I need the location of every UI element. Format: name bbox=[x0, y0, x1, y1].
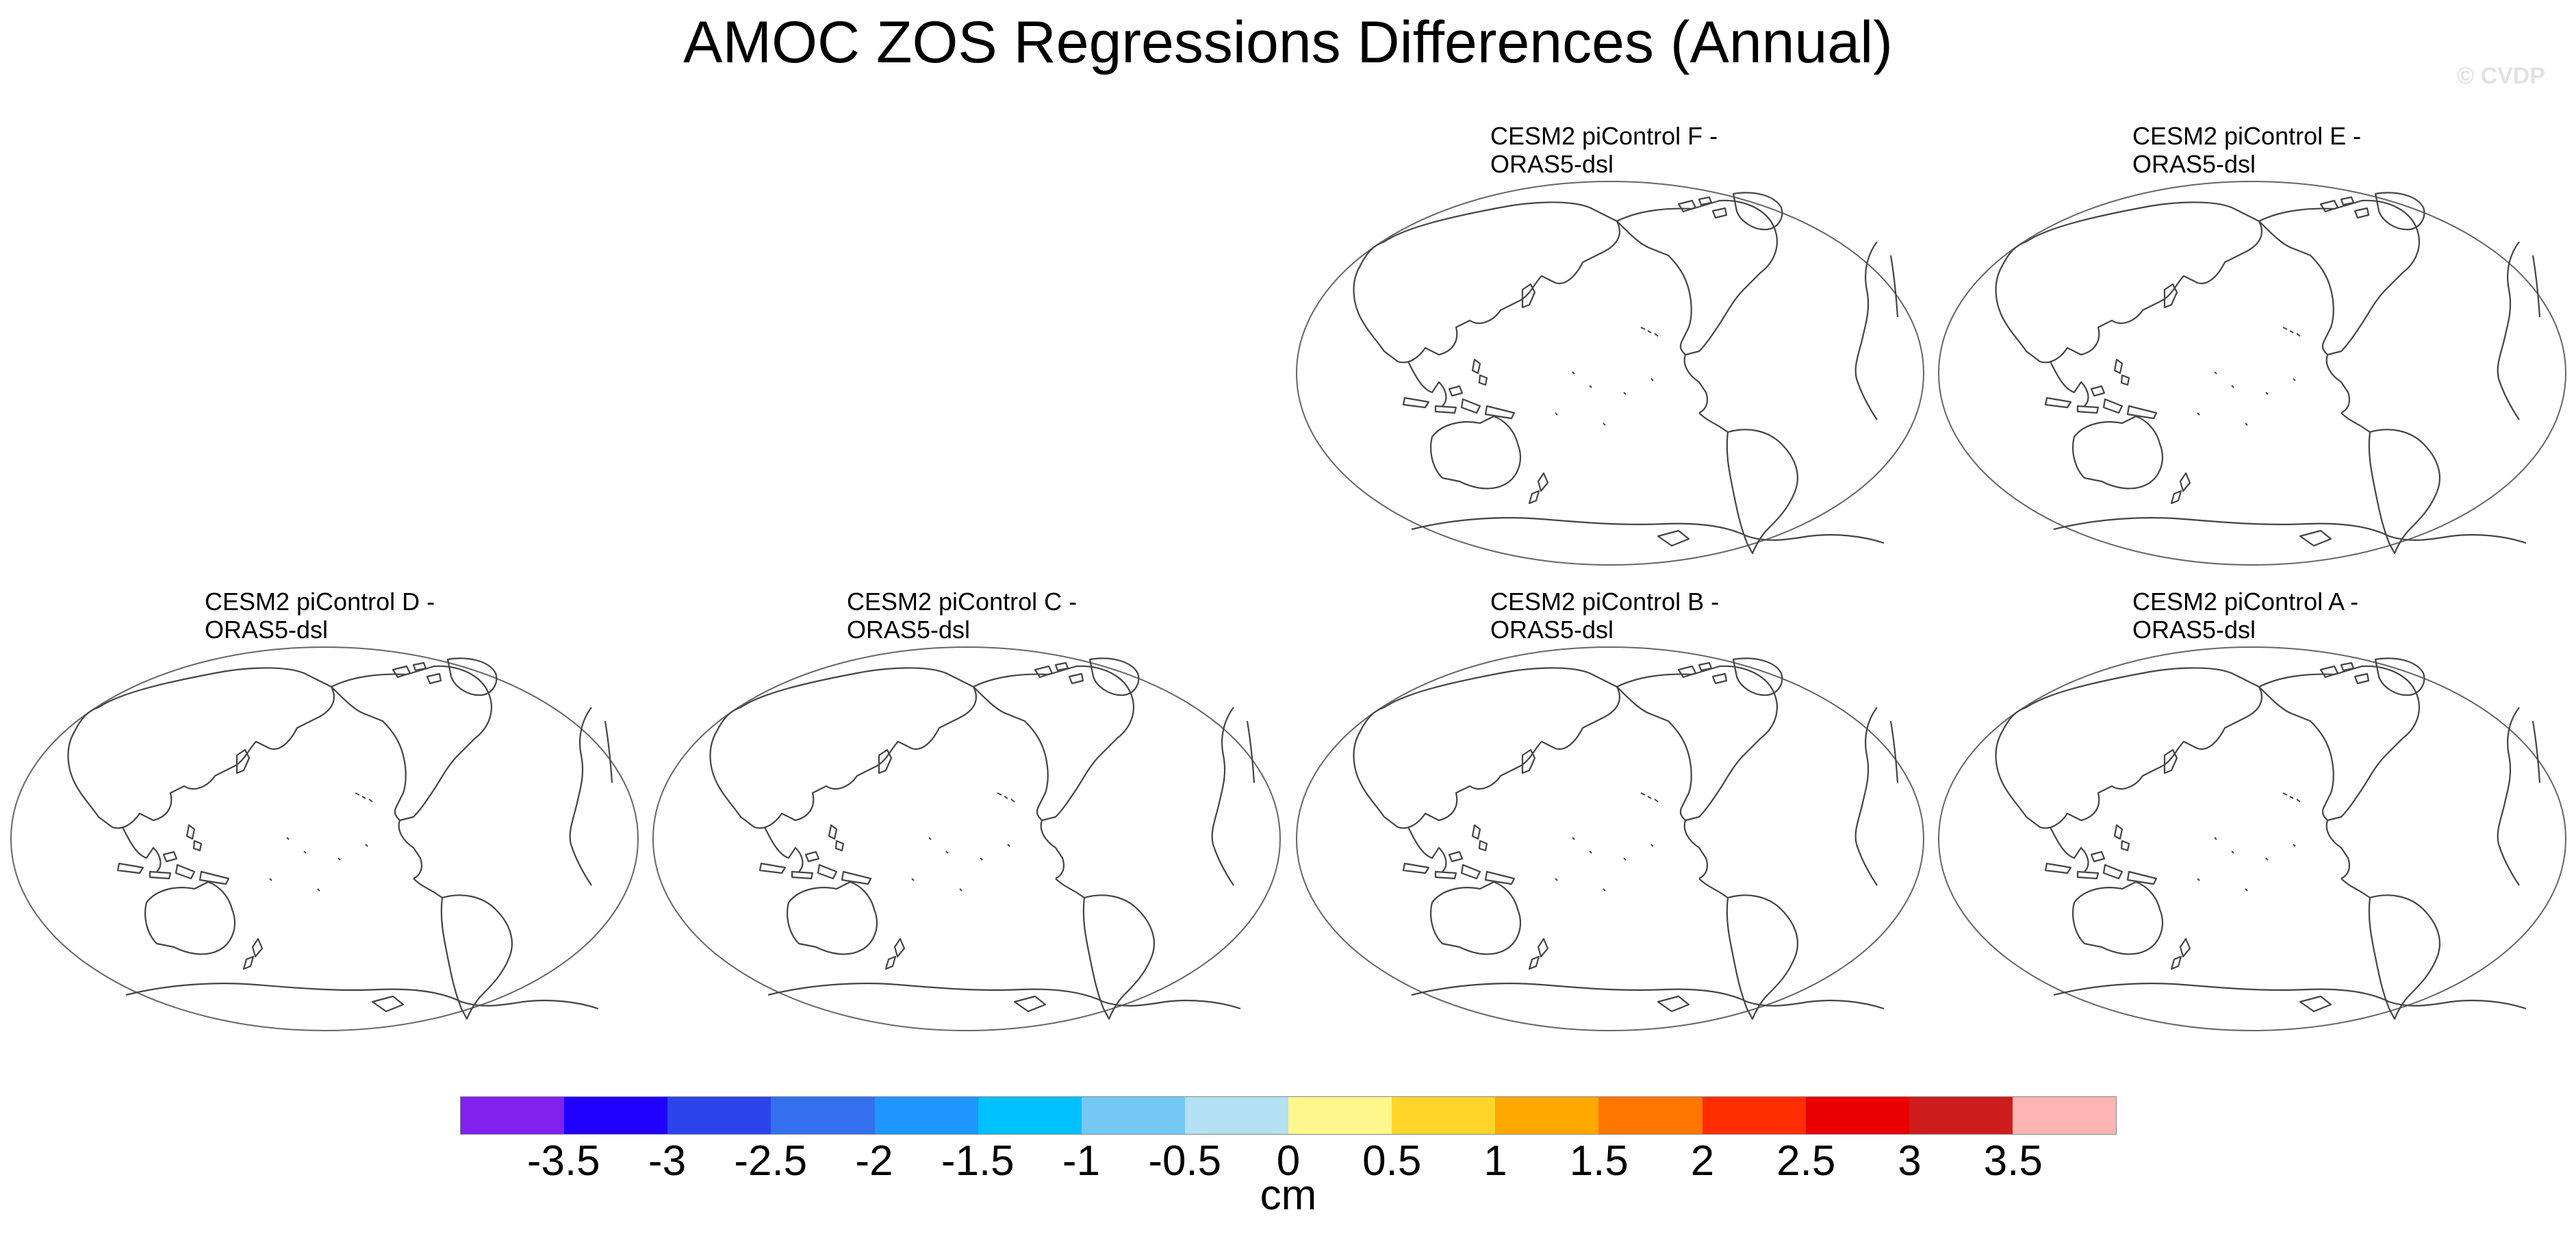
colorbar-swatch bbox=[667, 1097, 771, 1134]
colorbar-tick-label: -0.5 bbox=[1148, 1137, 1222, 1185]
world-map bbox=[1295, 180, 1925, 566]
colorbar-swatch bbox=[1805, 1097, 1909, 1134]
colorbar-swatch bbox=[1081, 1097, 1185, 1134]
colorbar-swatch bbox=[564, 1097, 668, 1134]
colorbar-swatch bbox=[1702, 1097, 1806, 1134]
colorbar-swatch bbox=[1495, 1097, 1599, 1134]
figure-title: AMOC ZOS Regressions Differences (Annual… bbox=[683, 10, 1893, 75]
colorbar-units: cm bbox=[1260, 1172, 1317, 1219]
colorbar-tick-label: -3.5 bbox=[526, 1137, 600, 1185]
world-map bbox=[10, 646, 639, 1032]
map-panel-b: CESM2 piControl B - ORAS5-dsl bbox=[1295, 588, 1926, 1032]
map-panel-c: CESM2 piControl C - ORAS5-dsl bbox=[652, 588, 1283, 1032]
map-panel-e: CESM2 piControl E - ORAS5-dsl bbox=[1937, 122, 2568, 566]
colorbar-tick-label: 1.5 bbox=[1569, 1137, 1629, 1185]
colorbar-swatch bbox=[1598, 1097, 1703, 1134]
colorbar-swatch bbox=[1184, 1097, 1288, 1134]
panel-title: CESM2 piControl C - ORAS5-dsl bbox=[847, 588, 1077, 644]
panel-title: CESM2 piControl A - ORAS5-dsl bbox=[2132, 588, 2359, 644]
colorbar-tick-label: -2.5 bbox=[734, 1137, 808, 1185]
colorbar-swatch bbox=[461, 1097, 565, 1134]
colorbar-swatch bbox=[874, 1097, 978, 1134]
world-map bbox=[1937, 180, 2567, 566]
colorbar-swatch bbox=[978, 1097, 1082, 1134]
panel-title: CESM2 piControl B - ORAS5-dsl bbox=[1490, 588, 1720, 644]
colorbar-tick-label: 3.5 bbox=[1983, 1137, 2043, 1185]
colorbar-tick-label: -1.5 bbox=[941, 1137, 1015, 1185]
colorbar-swatch bbox=[1392, 1097, 1496, 1134]
colorbar-swatch bbox=[2012, 1097, 2116, 1134]
colorbar-tick-label: 2 bbox=[1690, 1137, 1715, 1185]
colorbar-swatch bbox=[1909, 1097, 2013, 1134]
panel-title: CESM2 piControl D - ORAS5-dsl bbox=[205, 588, 435, 644]
colorbar-tick-label: 3 bbox=[1898, 1137, 1922, 1185]
colorbar-swatch bbox=[1288, 1097, 1392, 1134]
colorbar-tick-label: 0.5 bbox=[1362, 1137, 1422, 1185]
colorbar-tick-label: -3 bbox=[648, 1137, 687, 1185]
colorbar-tick-label: -1 bbox=[1062, 1137, 1101, 1185]
world-map bbox=[1295, 646, 1925, 1032]
colorbar bbox=[460, 1096, 2117, 1135]
colorbar-tick-label: 0 bbox=[1276, 1137, 1301, 1185]
world-map bbox=[1937, 646, 2567, 1032]
world-map bbox=[652, 646, 1281, 1032]
map-panel-d: CESM2 piControl D - ORAS5-dsl bbox=[10, 588, 641, 1032]
colorbar-tick-label: -2 bbox=[855, 1137, 893, 1185]
map-panel-a: CESM2 piControl A - ORAS5-dsl bbox=[1937, 588, 2568, 1032]
colorbar-tick-label: 1 bbox=[1483, 1137, 1507, 1185]
colorbar-swatch bbox=[771, 1097, 875, 1134]
map-panel-f: CESM2 piControl F - ORAS5-dsl bbox=[1295, 122, 1926, 566]
panel-title: CESM2 piControl F - ORAS5-dsl bbox=[1490, 122, 1718, 178]
panel-title: CESM2 piControl E - ORAS5-dsl bbox=[2132, 122, 2362, 178]
colorbar-tick-label: 2.5 bbox=[1776, 1137, 1836, 1185]
watermark: © CVDP bbox=[2457, 63, 2545, 89]
